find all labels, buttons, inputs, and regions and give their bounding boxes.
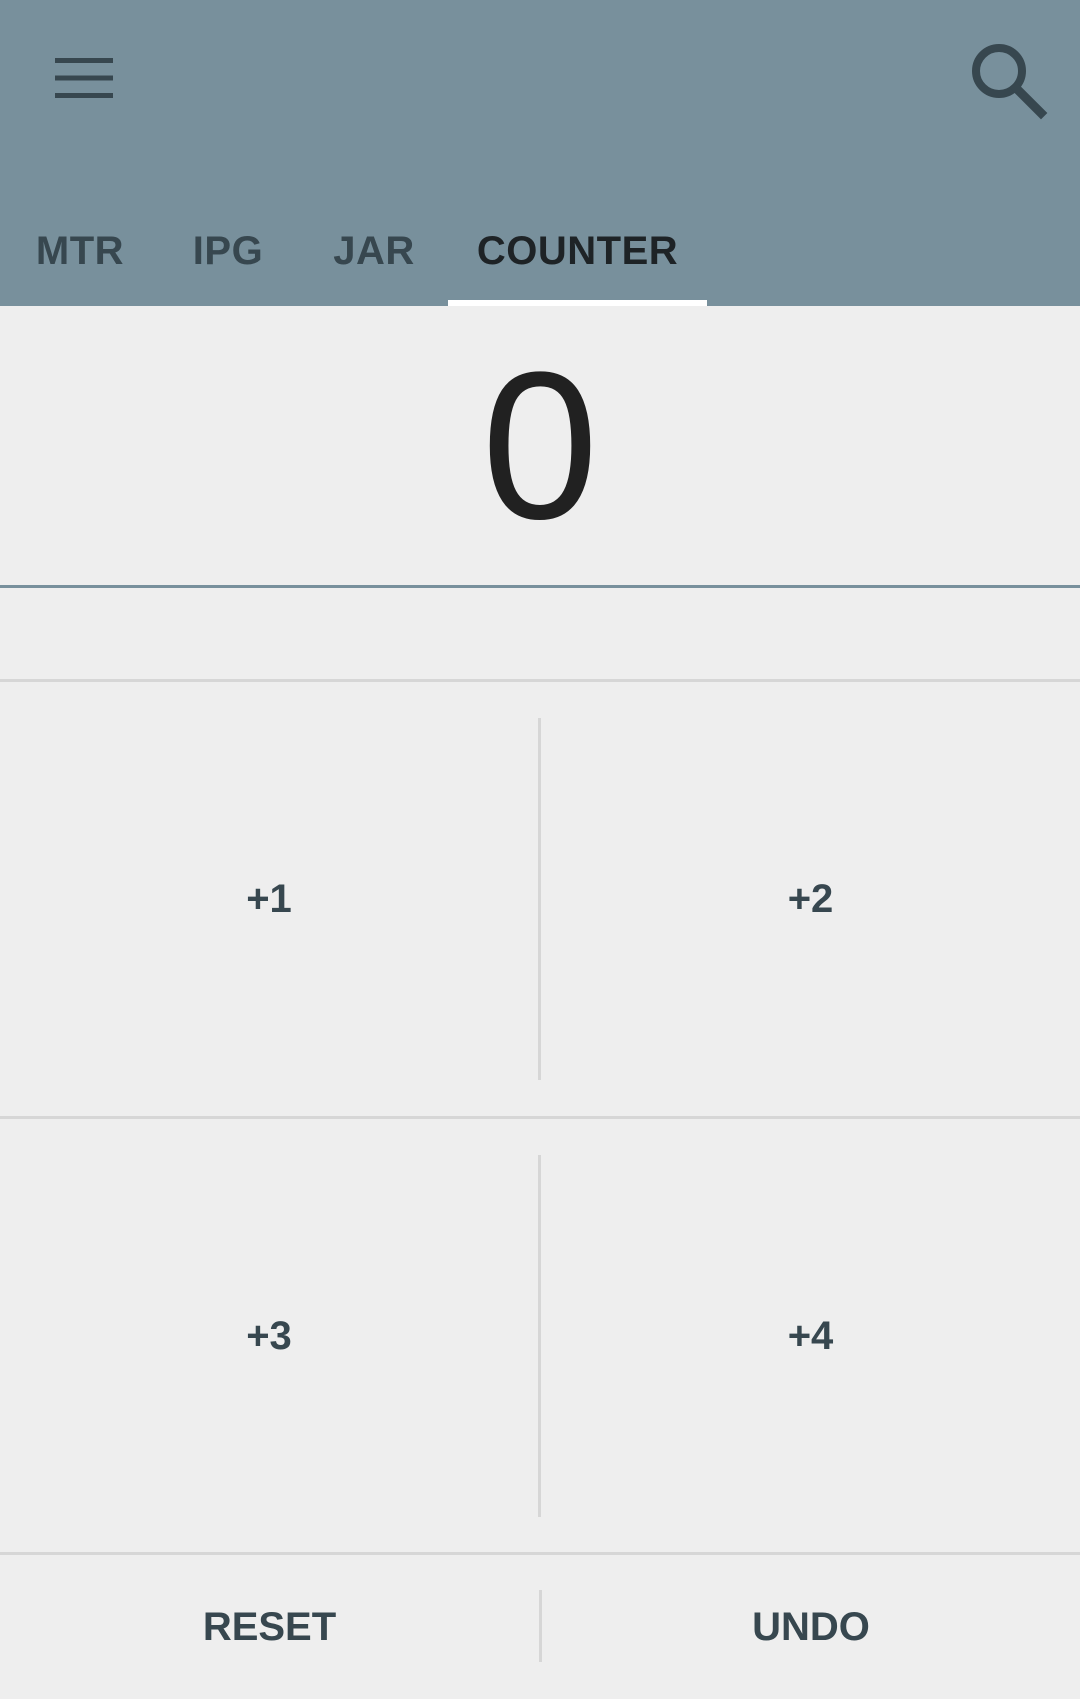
increment-3-button[interactable]: +3	[246, 1313, 292, 1358]
tab-mtr[interactable]: MTR	[35, 228, 125, 273]
divider	[538, 718, 541, 1080]
tab-counter[interactable]: COUNTER	[476, 228, 679, 273]
search-icon	[972, 44, 1048, 120]
tab-jar[interactable]: JAR	[333, 228, 415, 273]
hamburger-menu-icon	[55, 58, 113, 98]
divider	[0, 679, 1080, 682]
undo-button[interactable]: UNDO	[752, 1604, 870, 1649]
increment-1-button[interactable]: +1	[246, 876, 292, 921]
tab-ipg[interactable]: IPG	[192, 228, 264, 273]
counter-underline	[0, 585, 1080, 588]
menu-button[interactable]	[40, 38, 128, 118]
reset-button[interactable]: RESET	[202, 1604, 337, 1649]
divider	[0, 1116, 1080, 1119]
increment-4-button[interactable]: +4	[787, 1313, 834, 1358]
divider	[539, 1590, 542, 1662]
increment-2-button[interactable]: +2	[787, 876, 834, 921]
active-tab-indicator	[448, 300, 707, 306]
divider	[0, 1552, 1080, 1555]
tab-bar: MTR IPG JAR COUNTER	[0, 196, 1080, 306]
divider	[538, 1155, 541, 1517]
app-bar: MTR IPG JAR COUNTER	[0, 0, 1080, 306]
counter-value: 0	[481, 328, 599, 563]
search-button[interactable]	[958, 30, 1058, 130]
